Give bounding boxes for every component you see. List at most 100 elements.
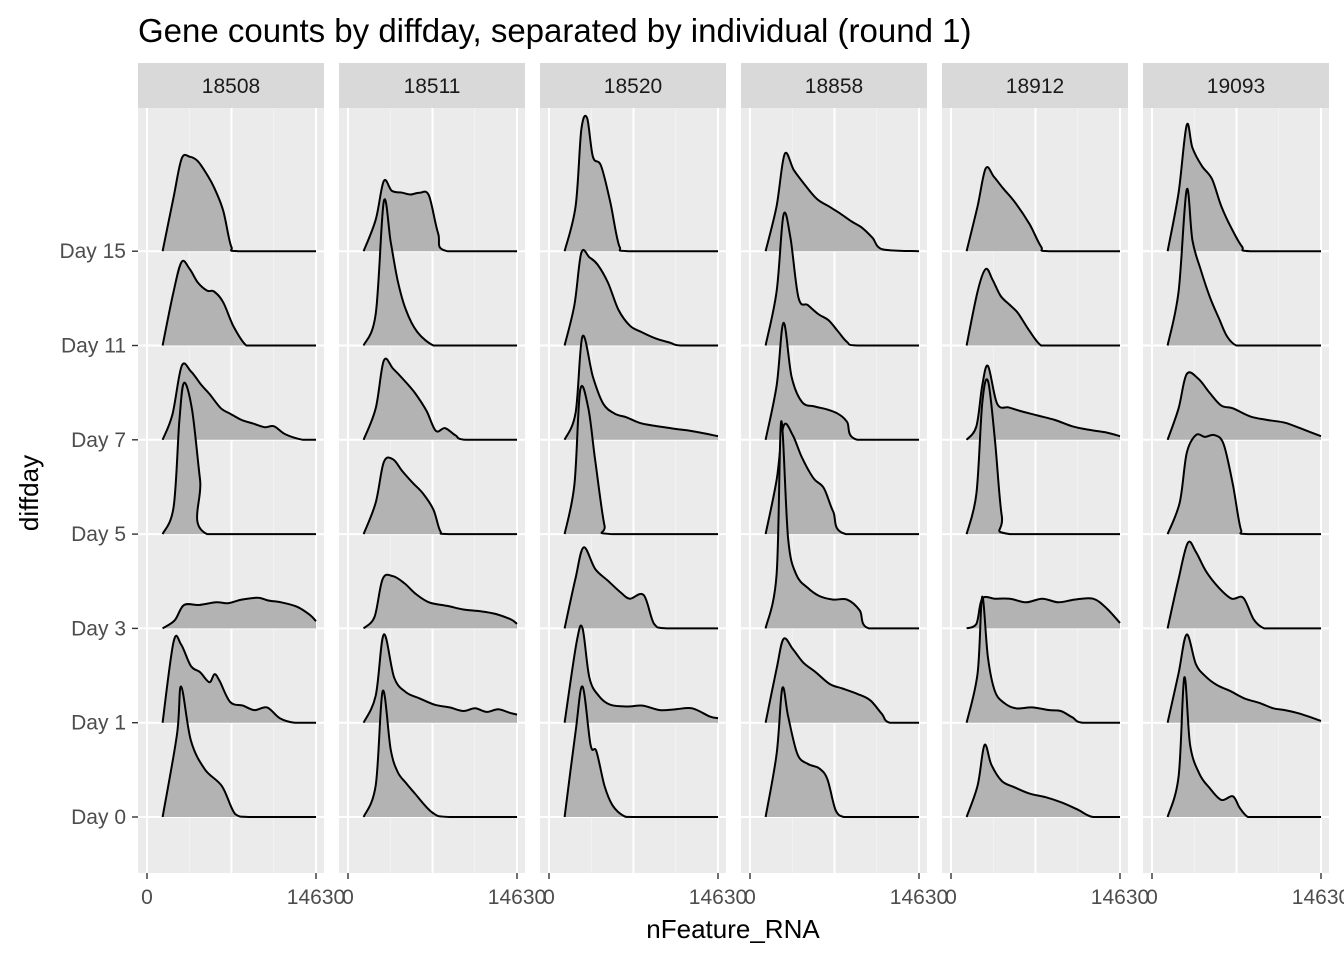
x-tick-label: 14630 (890, 886, 948, 909)
facet-strip (741, 63, 927, 108)
facet-strip-label: 19093 (1207, 75, 1265, 98)
ridge-line-day-3 (563, 546, 718, 630)
ridge-area-day-5 (966, 379, 1120, 535)
chart-title: Gene counts by diffday, separated by ind… (138, 12, 971, 49)
x-axis-title: nFeature_RNA (646, 914, 820, 944)
y-axis-title: diffday (14, 455, 44, 531)
ridge-line-day-7 (563, 334, 719, 441)
ridge-area-day-7 (564, 335, 718, 440)
ridge-area-day-7 (966, 365, 1120, 440)
y-tick-label: Day 3 (71, 617, 126, 640)
ridge-line-day-11 (764, 211, 919, 347)
ridge-area-day-0 (966, 744, 1120, 817)
ridge-line-day-3 (764, 420, 919, 630)
x-tick-label: 14630 (488, 886, 546, 909)
ridge-area-day-5 (363, 457, 517, 535)
ridge-line-day-7 (965, 364, 1121, 441)
ridge-area-day-15 (966, 167, 1120, 252)
facet-18508: 18508 0 14630 (138, 63, 345, 909)
facet-18520: 18520 0 14630 (540, 63, 747, 909)
ridge-area-day-1 (765, 638, 919, 723)
ridge-area-day-0 (765, 687, 919, 817)
ridge-area-day-7 (765, 322, 919, 440)
ridge-line-day-15 (563, 114, 718, 253)
ridge-line-day-5 (563, 384, 718, 536)
ridge-line-day-15 (1166, 122, 1321, 253)
ridge-line-day-5 (965, 378, 1120, 536)
x-tick-label: 0 (342, 886, 354, 909)
ridge-line-day-15 (764, 151, 920, 253)
facet-strip-label: 18508 (202, 75, 260, 98)
facet-strip (1143, 63, 1329, 108)
ridge-line-day-7 (764, 321, 919, 441)
ridge-line-day-5 (1166, 433, 1321, 536)
ridge-line-day-1 (161, 634, 316, 724)
ridge-line-day-0 (563, 685, 718, 819)
ridge-line-day-11 (161, 259, 316, 347)
x-tick-label: 14630 (1091, 886, 1149, 909)
y-tick-label: Day 15 (59, 240, 126, 263)
ridge-area-day-11 (966, 268, 1120, 346)
ridge-line-day-1 (1166, 633, 1322, 723)
ridge-line-day-5 (161, 381, 316, 536)
ridge-area-day-0 (363, 690, 517, 817)
ridge-line-day-1 (362, 633, 518, 724)
facet-strip (138, 63, 324, 108)
facet-strip-label: 18912 (1006, 75, 1064, 98)
ridge-area-day-0 (162, 686, 316, 817)
x-tick-label: 14630 (287, 886, 345, 909)
ridge-line-day-0 (362, 689, 517, 819)
ridge-area-day-3 (564, 547, 718, 629)
ridge-line-day-0 (1166, 676, 1321, 818)
ridge-area-day-3 (363, 574, 517, 629)
ridge-area-day-3 (1167, 541, 1321, 629)
ridge-line-day-7 (161, 362, 316, 441)
ridge-line-day-11 (563, 248, 718, 347)
ridge-line-day-5 (362, 456, 517, 536)
facet-18912: 18912 0 14630 (942, 63, 1149, 909)
ridge-line-day-11 (1166, 187, 1321, 347)
ridge-line-day-7 (1166, 371, 1322, 441)
x-tick-label: 14630 (1292, 886, 1344, 909)
facet-strip-label: 18520 (604, 75, 662, 98)
facet-strip-label: 18858 (805, 75, 863, 98)
ridge-area-day-11 (162, 260, 316, 346)
ridge-area-day-1 (1167, 634, 1321, 723)
ridge-line-day-11 (965, 267, 1120, 347)
facet-19093: 19093 0 14630 (1143, 63, 1344, 909)
ridge-line-day-0 (764, 686, 919, 819)
x-tick-label: 0 (945, 886, 957, 909)
ridge-line-day-3 (362, 573, 518, 630)
ridge-line-day-3 (1166, 540, 1321, 630)
facet-18511: 18511 0 14630 (339, 63, 546, 909)
y-tick-label: Day 1 (71, 712, 126, 735)
x-tick-label: 0 (141, 886, 153, 909)
ridge-line-day-0 (965, 743, 1120, 818)
ridge-line-day-15 (965, 166, 1120, 253)
facet-18858: 18858 0 14630 (741, 63, 948, 909)
ridge-area-day-1 (162, 635, 316, 723)
ridge-line-day-3 (162, 596, 317, 630)
ridge-line-day-0 (161, 685, 316, 819)
ridge-area-day-5 (162, 382, 316, 535)
ridge-area-day-15 (765, 152, 919, 252)
y-tick-label: Day 5 (71, 523, 126, 546)
ridge-area-day-15 (1167, 123, 1321, 252)
ridge-area-day-11 (1167, 188, 1321, 346)
x-tick-label: 0 (1146, 886, 1158, 909)
ridge-line-day-1 (563, 624, 719, 723)
ridge-area-day-5 (1167, 434, 1321, 535)
y-axis: Day 0 Day 1 Day 3 Day 5 Day 7 Day 11 Day 15 (59, 240, 138, 829)
ridge-area-day-1 (363, 634, 517, 723)
x-tick-label: 14630 (689, 886, 747, 909)
ridge-line-day-15 (362, 178, 517, 253)
y-tick-label: Day 7 (71, 429, 126, 452)
facet-strip-label: 18511 (404, 75, 461, 98)
ridge-area-day-7 (162, 363, 316, 440)
facet-strip (339, 63, 525, 108)
ridge-area-day-15 (162, 154, 316, 252)
x-tick-label: 0 (744, 886, 756, 909)
ridge-area-day-3 (966, 596, 1120, 629)
